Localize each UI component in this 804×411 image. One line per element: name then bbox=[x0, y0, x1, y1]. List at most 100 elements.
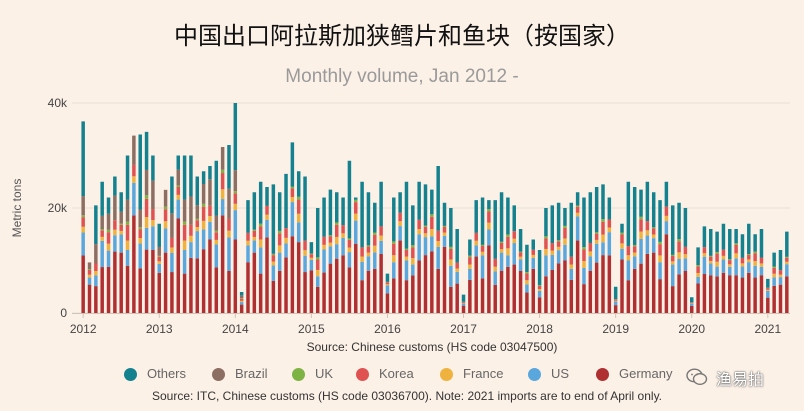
bar-segment-others bbox=[328, 189, 333, 236]
legend-label: France bbox=[463, 366, 504, 381]
bar-segment-us bbox=[151, 226, 155, 250]
bar-segment-france bbox=[778, 274, 783, 278]
bar-segment-korea bbox=[689, 302, 694, 304]
bar-segment-germany bbox=[296, 242, 301, 313]
bar-segment-uk bbox=[271, 253, 276, 256]
bar-segment-korea bbox=[233, 193, 238, 204]
bar-segment-germany bbox=[138, 268, 142, 313]
bar-segment-germany bbox=[461, 305, 466, 313]
bar-segment-uk bbox=[575, 205, 580, 207]
bar-segment-others bbox=[81, 121, 85, 197]
bar-segment-others bbox=[315, 208, 320, 258]
bar-segment-us bbox=[480, 255, 485, 279]
bar-segment-uk bbox=[404, 248, 409, 250]
bar-segment-france bbox=[474, 240, 478, 246]
bar-segment-germany bbox=[734, 275, 738, 313]
bar-segment-us bbox=[265, 219, 269, 238]
bar-segment-germany bbox=[721, 272, 726, 313]
bar-segment-us bbox=[87, 277, 92, 285]
bar-segment-us bbox=[309, 259, 314, 271]
bar-segment-france bbox=[436, 240, 440, 247]
bar-segment-korea bbox=[588, 242, 593, 252]
bar-segment-korea bbox=[696, 266, 700, 273]
bar-segment-us bbox=[113, 235, 117, 252]
y-tick-label: 40k bbox=[48, 96, 68, 110]
bar-segment-france bbox=[613, 300, 618, 302]
bar-segment-germany bbox=[265, 237, 269, 313]
bar-segment-france bbox=[417, 229, 421, 235]
bar-segment-brazil bbox=[189, 196, 193, 225]
bar-segment-korea bbox=[715, 253, 719, 262]
bar-segment-germany bbox=[157, 272, 161, 313]
bar-segment-uk bbox=[556, 240, 561, 242]
bar-segment-uk bbox=[87, 269, 92, 271]
bar-segment-germany bbox=[683, 271, 688, 313]
bar-segment-korea bbox=[119, 224, 123, 231]
bar-segment-uk bbox=[366, 245, 371, 247]
bar-segment-germany bbox=[696, 283, 700, 313]
bar-segment-france bbox=[246, 240, 250, 246]
bar-segment-korea bbox=[417, 219, 421, 229]
bar-segment-france bbox=[683, 254, 688, 259]
bar-segment-france bbox=[493, 266, 497, 272]
bar-segment-us bbox=[651, 238, 656, 253]
bar-segment-us bbox=[721, 259, 726, 273]
bar-segment-others bbox=[398, 192, 402, 213]
bar-segment-us bbox=[531, 257, 536, 269]
bar-segment-germany bbox=[277, 270, 282, 313]
bar-segment-france bbox=[119, 230, 123, 235]
bar-segment-others bbox=[537, 250, 542, 286]
bar-segment-others bbox=[734, 229, 738, 244]
bar-segment-us bbox=[709, 263, 713, 276]
legend-label: Others bbox=[147, 366, 187, 381]
bar-segment-us bbox=[563, 244, 567, 261]
bar-segment-germany bbox=[144, 249, 149, 313]
bar-segment-others bbox=[442, 202, 447, 226]
bar-segment-us bbox=[455, 271, 459, 284]
bar-segment-others bbox=[569, 202, 574, 257]
bar-segment-france bbox=[227, 230, 231, 238]
bar-segment-korea bbox=[499, 242, 504, 250]
bar-segment-germany bbox=[309, 270, 314, 313]
bar-segment-us bbox=[239, 302, 244, 305]
bar-segment-germany bbox=[163, 252, 168, 313]
bar-segment-germany bbox=[392, 278, 396, 313]
bar-segment-germany bbox=[766, 297, 770, 313]
bar-segment-uk bbox=[632, 244, 637, 247]
bar-segment-us bbox=[607, 232, 612, 256]
bar-segment-others bbox=[759, 229, 764, 258]
bar-segment-france bbox=[442, 232, 447, 236]
bar-segment-korea bbox=[753, 253, 757, 262]
bar-segment-us bbox=[385, 285, 390, 294]
bar-segment-korea bbox=[366, 246, 371, 253]
bar-segment-germany bbox=[271, 280, 276, 313]
bar-segment-uk bbox=[709, 255, 713, 257]
bar-segment-us bbox=[728, 266, 732, 276]
bar-segment-germany bbox=[728, 275, 732, 313]
bar-segment-korea bbox=[239, 298, 244, 301]
bar-segment-us bbox=[227, 237, 231, 271]
bar-segment-us bbox=[201, 229, 206, 250]
bar-segment-germany bbox=[658, 279, 662, 313]
bar-segment-germany bbox=[639, 263, 643, 313]
bar-segment-korea bbox=[613, 299, 618, 301]
bar-segment-france bbox=[702, 253, 707, 257]
bar-segment-france bbox=[201, 220, 206, 230]
bar-segment-others bbox=[277, 192, 282, 231]
bar-segment-uk bbox=[677, 239, 681, 242]
bar-segment-us bbox=[366, 256, 371, 271]
bar-segment-germany bbox=[531, 268, 536, 313]
bar-segment-others bbox=[138, 134, 142, 210]
bar-segment-germany bbox=[715, 276, 719, 313]
bar-segment-germany bbox=[594, 262, 599, 313]
bar-segment-uk bbox=[480, 244, 485, 247]
bar-segment-germany bbox=[601, 255, 605, 313]
bar-segment-france bbox=[296, 213, 301, 223]
bar-segment-brazil bbox=[113, 195, 117, 221]
bar-segment-uk bbox=[525, 272, 529, 274]
bar-segment-us bbox=[373, 252, 377, 269]
bar-segment-brazil bbox=[81, 196, 85, 216]
bar-segment-uk bbox=[601, 219, 605, 222]
legend-swatch bbox=[292, 368, 305, 381]
bar-segment-us bbox=[195, 231, 200, 259]
